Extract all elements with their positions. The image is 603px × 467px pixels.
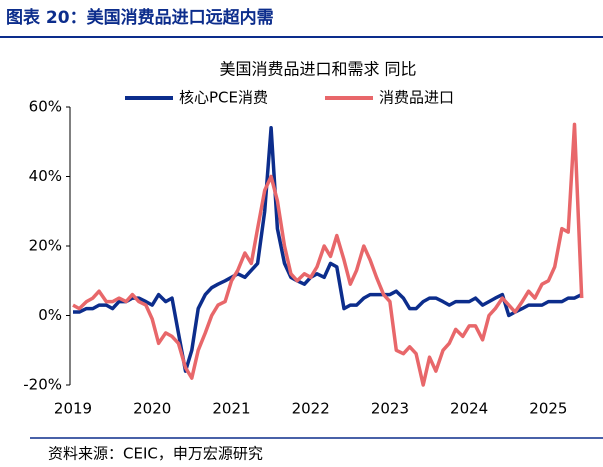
x-tick-label: 2025 xyxy=(529,400,567,418)
y-tick-label: -20% xyxy=(23,376,62,394)
x-tick-label: 2024 xyxy=(450,400,488,418)
series-line xyxy=(73,126,583,373)
x-tick-label: 2019 xyxy=(54,400,92,418)
x-tick-label: 2020 xyxy=(133,400,171,418)
x-tick-label: 2023 xyxy=(371,400,409,418)
series-line xyxy=(72,122,584,387)
chart-title: 美国消费品进口和需求 同比 xyxy=(219,60,416,79)
source: 资料来源：CEIC，申万宏源研究 xyxy=(48,445,263,463)
legend-label: 核心PCE消费 xyxy=(179,89,268,107)
legend-label: 消费品进口 xyxy=(379,89,454,107)
y-tick-label: 40% xyxy=(29,167,62,185)
x-tick-label: 2022 xyxy=(292,400,330,418)
y-tick-label: 0% xyxy=(38,306,62,324)
page-title: 图表 20：美国消费品进口远超内需 xyxy=(6,7,274,28)
y-tick-label: 20% xyxy=(29,237,62,255)
x-tick-label: 2021 xyxy=(212,400,250,418)
y-tick-label: 60% xyxy=(29,98,62,116)
